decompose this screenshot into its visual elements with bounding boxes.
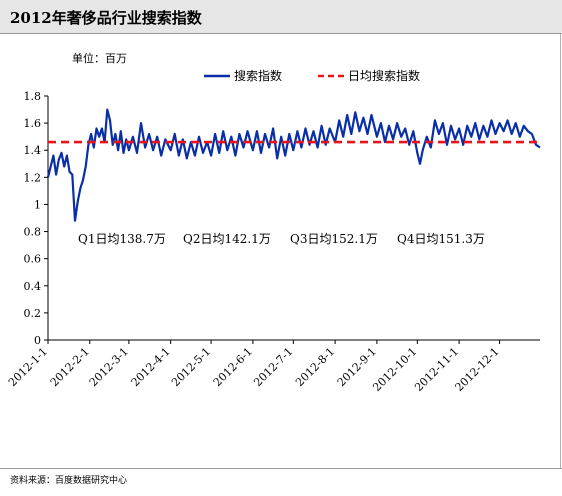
quarter-annotations: Q1日均138.7万 Q2日均142.1万 Q3日均152.1万 Q4日均151.3万 (78, 232, 485, 246)
y-tick-label: 0.4 (24, 280, 42, 293)
y-tick-label: 1.4 (24, 144, 42, 157)
x-tick-label: 2012-3-1 (87, 345, 131, 389)
source-note: 资料来源：百度数据研究中心 (10, 476, 128, 486)
chart-title: 2012年奢侈品行业搜索指数 (10, 9, 202, 27)
y-tick-label: 1.6 (24, 117, 42, 130)
footer-divider (0, 468, 562, 469)
x-tick-label: 2012-6-1 (211, 345, 255, 389)
y-tick-label: 0.6 (24, 253, 42, 266)
y-tick-label: 1.8 (24, 90, 42, 103)
y-tick-label: 0.8 (24, 226, 42, 239)
y-tick-label: 1.2 (24, 171, 42, 184)
quarter-annotation: Q3日均152.1万 (290, 232, 378, 246)
y-tick-label: 0.2 (24, 307, 42, 320)
x-tick-label: 2012-4-1 (129, 345, 173, 389)
x-tick-label: 2012-5-1 (169, 345, 213, 389)
unit-label: 单位：百万 (72, 51, 127, 65)
quarter-annotation: Q4日均151.3万 (397, 232, 485, 246)
chart-title-bar: 2012年奢侈品行业搜索指数 (0, 0, 562, 34)
search-index-line (46, 108, 541, 222)
y-tick-label: 1 (34, 198, 41, 211)
panel-right-border (560, 34, 561, 468)
quarter-annotation: Q2日均142.1万 (183, 232, 271, 246)
y-axis: 0 0.2 0.4 0.6 0.8 1 1.2 1.4 1.6 1.8 (24, 90, 49, 347)
legend-label: 日均搜索指数 (348, 68, 420, 83)
plot-area (46, 108, 541, 222)
x-tick-label: 2012-1-1 (6, 345, 50, 389)
legend: 搜索指数 日均搜索指数 (204, 68, 420, 83)
quarter-annotation: Q1日均138.7万 (78, 232, 166, 246)
x-tick-label: 2012-12-1 (453, 345, 502, 394)
x-axis: 2012-1-12012-2-12012-3-12012-4-12012-5-1… (6, 339, 540, 394)
x-tick-label: 2012-10-1 (370, 345, 419, 394)
x-tick-label: 2012-7-1 (251, 345, 295, 389)
y-tick-label: 0 (34, 334, 41, 347)
x-tick-label: 2012-2-1 (48, 345, 92, 389)
legend-label: 搜索指数 (234, 68, 282, 83)
x-tick-label: 2012-8-1 (293, 345, 337, 389)
